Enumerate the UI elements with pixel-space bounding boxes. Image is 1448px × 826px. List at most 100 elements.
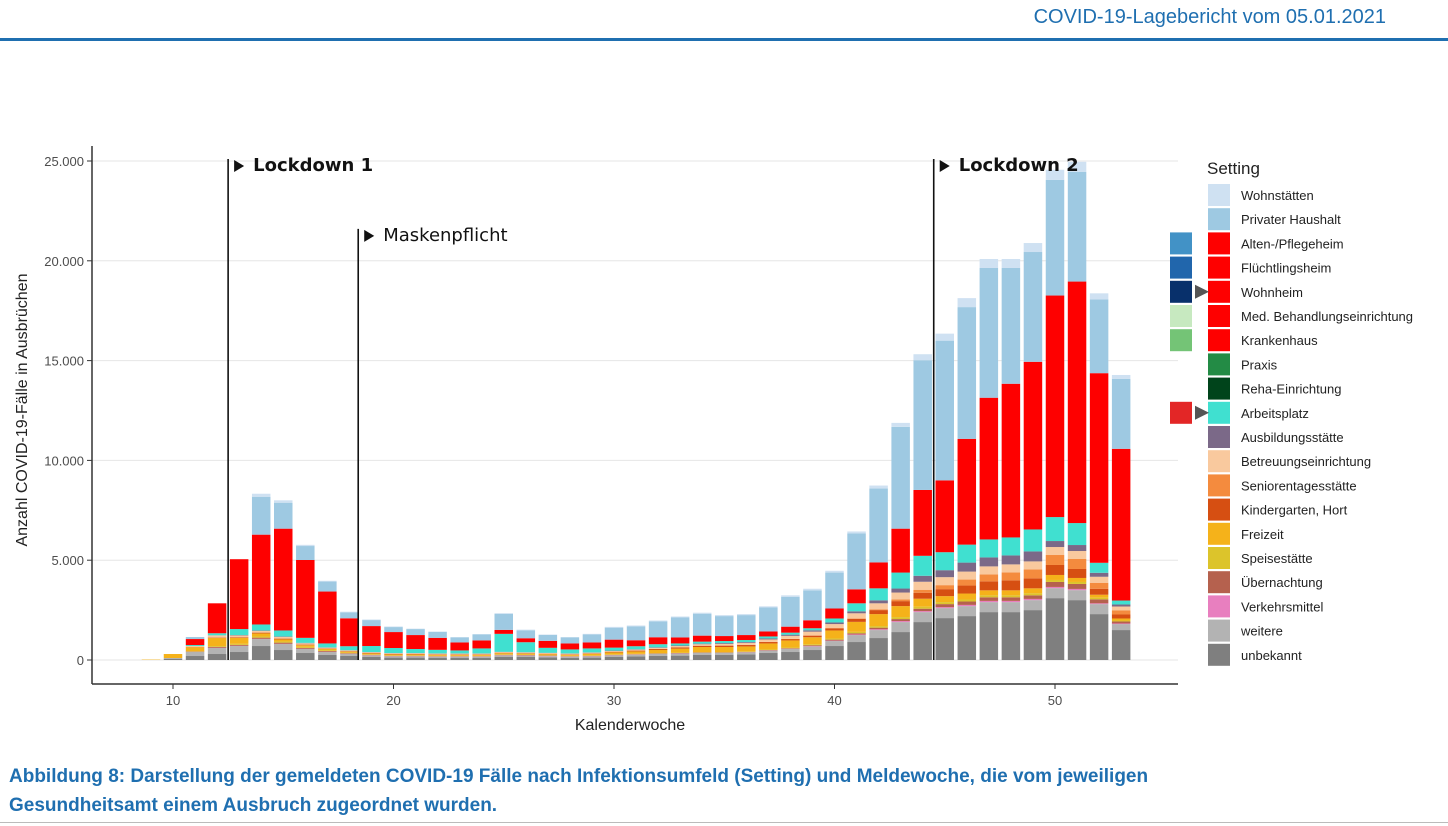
bar-segment-kindergarten-hort bbox=[825, 628, 844, 631]
legend-swatch-übernachtung bbox=[1208, 571, 1230, 594]
bar-segment-kindergarten-hort bbox=[296, 644, 315, 646]
bar-segment-weitere bbox=[384, 656, 403, 658]
bar-segment-krankenhaus bbox=[825, 608, 844, 619]
bar-segment-ausbildungsstätte bbox=[979, 557, 999, 567]
bar-segment-unbekannt bbox=[979, 612, 999, 660]
bar-segment-freizeit bbox=[406, 654, 425, 656]
bar-segment-wohnstätten bbox=[318, 580, 337, 582]
bar-segment-krankenhaus bbox=[913, 489, 932, 556]
bar-segment-ausbildungsstätte bbox=[759, 638, 778, 640]
bar-segment-weitere bbox=[825, 641, 844, 647]
bar-segment-unbekannt bbox=[274, 650, 293, 660]
bar-segment-kindergarten-hort bbox=[759, 642, 778, 644]
bar-segment-verkehrsmittel bbox=[1001, 600, 1021, 603]
legend-label-übernachtung: Übernachtung bbox=[1241, 575, 1323, 590]
bar-segment-krankenhaus bbox=[428, 637, 447, 650]
bar-segment-krankenhaus bbox=[538, 640, 558, 648]
bar-segment-unbekannt bbox=[715, 655, 734, 660]
legend-swatch-speisestätte bbox=[1208, 547, 1230, 569]
bar-segment-seniorentagesstätte bbox=[847, 618, 866, 619]
bar-segment-krankenhaus bbox=[560, 643, 580, 650]
bar-segment-wohnstätten bbox=[737, 614, 756, 616]
bar-segment-weitere bbox=[847, 635, 866, 643]
legend-label-wohnheim: Wohnheim bbox=[1241, 285, 1303, 300]
bar-segment-freizeit bbox=[560, 654, 580, 656]
bar-segment-speisestätte bbox=[229, 643, 249, 645]
bar-segment-speisestätte bbox=[1067, 581, 1087, 584]
bar-segment-weitere bbox=[803, 646, 822, 651]
bar-segment-kindergarten-hort bbox=[803, 635, 822, 638]
bar-segment-krankenhaus bbox=[185, 639, 205, 646]
bar-segment-wohnstätten bbox=[1045, 169, 1065, 180]
bar-segment-unbekannt bbox=[251, 646, 271, 660]
bar-segment-wohnstätten bbox=[274, 500, 293, 503]
bar-segment-betreuungseinrichtung bbox=[1001, 564, 1021, 573]
bar-segment-weitere bbox=[957, 606, 977, 617]
bar-segment-unbekannt bbox=[737, 654, 756, 660]
annotation-arrow bbox=[939, 159, 950, 172]
bar-segment-krankenhaus bbox=[274, 528, 293, 631]
bar-segment-ausbildungsstätte bbox=[1067, 545, 1087, 552]
bar-segment-übernachtung bbox=[1067, 583, 1087, 589]
bar-segment-weitere bbox=[781, 649, 800, 653]
bar-segment-freizeit bbox=[781, 640, 800, 648]
outbreak-cases-chart: 0 5.000 10.000 15.000 20.000 25.000 10 20 30 40 50… bbox=[14, 146, 1413, 734]
legend-swatch-arbeitsplatz bbox=[1208, 401, 1230, 424]
bar-segment-seniorentagesstätte bbox=[979, 574, 999, 582]
bar-segment-unbekannt bbox=[648, 656, 668, 660]
bar-segment-betreuungseinrichtung bbox=[913, 581, 932, 590]
bar-segment-kindergarten-hort bbox=[869, 610, 888, 615]
bar-segment-arbeitsplatz bbox=[582, 648, 602, 653]
bar-segment-kindergarten-hort bbox=[648, 649, 668, 651]
bar-segment-freizeit bbox=[692, 647, 712, 653]
bar-segment-ausbildungsstätte bbox=[1023, 551, 1043, 562]
bar-segment-krankenhaus bbox=[935, 480, 954, 553]
bar-segment-weitere bbox=[1089, 604, 1109, 615]
bar-segment-arbeitsplatz bbox=[913, 555, 932, 576]
bar-segment-kindergarten-hort bbox=[1023, 578, 1043, 589]
bar-segment-freizeit bbox=[384, 654, 403, 656]
bar-segment-krankenhaus bbox=[318, 591, 337, 644]
bar-segment-betreuungseinrichtung bbox=[1089, 576, 1109, 583]
bar-segment-weitere bbox=[737, 652, 756, 655]
bar-segment-unbekannt bbox=[494, 657, 513, 660]
bar-segment-freizeit bbox=[1023, 588, 1043, 594]
bar-segment-privater-haushalt bbox=[362, 620, 381, 627]
bar-segment-weitere bbox=[163, 658, 183, 660]
bar-segment-wohnstätten bbox=[1001, 259, 1021, 268]
bar-segment-wohnstätten bbox=[891, 422, 910, 427]
bar-segment-privater-haushalt bbox=[670, 617, 690, 638]
bar-segment-krankenhaus bbox=[847, 589, 866, 604]
bar-segment-verkehrsmittel bbox=[847, 634, 866, 636]
bar-segment-wohnstätten bbox=[913, 354, 932, 361]
bar-segment-arbeitsplatz bbox=[692, 641, 712, 644]
bar-segment-verkehrsmittel bbox=[1089, 603, 1109, 605]
bar-segment-krankenhaus bbox=[759, 631, 778, 637]
bar-segment-arbeitsplatz bbox=[251, 624, 271, 631]
bar-segment-krankenhaus bbox=[362, 626, 381, 647]
legend-label-flüchtlingsheim: Flüchtlingsheim bbox=[1241, 261, 1331, 276]
legend-swatch-ausbildungsstätte bbox=[1208, 426, 1230, 448]
bar-segment-krankenhaus bbox=[472, 640, 491, 649]
bar-segment-arbeitsplatz bbox=[670, 643, 690, 646]
bar-segment-krankenhaus bbox=[251, 534, 271, 625]
bar-segment-arbeitsplatz bbox=[229, 629, 249, 636]
bar-segment-freizeit bbox=[251, 633, 271, 637]
bar-segment-freizeit bbox=[935, 596, 954, 603]
bar-segment-übernachtung bbox=[251, 637, 271, 639]
bar-segment-weitere bbox=[979, 602, 999, 613]
bar-segment-kindergarten-hort bbox=[1089, 588, 1109, 595]
bar-segment-seniorentagesstätte bbox=[1001, 572, 1021, 581]
bar-segment-unbekannt bbox=[692, 655, 712, 660]
bar-segment-kindergarten-hort bbox=[229, 637, 249, 638]
bar-segment-seniorentagesstätte bbox=[913, 589, 932, 593]
bar-segment-ausbildungsstätte bbox=[715, 643, 734, 644]
bar-segment-kindergarten-hort bbox=[670, 647, 690, 649]
bar-segment-weitere bbox=[1111, 624, 1131, 631]
bar-segment-verkehrsmittel bbox=[1023, 598, 1043, 601]
bar-segment-privater-haushalt bbox=[516, 630, 536, 639]
bar-segment-privater-haushalt bbox=[450, 637, 469, 643]
bar-segment-unbekannt bbox=[1045, 598, 1065, 660]
legend-swatch-privater-haushalt bbox=[1208, 208, 1230, 231]
bar-segment-unbekannt bbox=[1023, 610, 1043, 660]
